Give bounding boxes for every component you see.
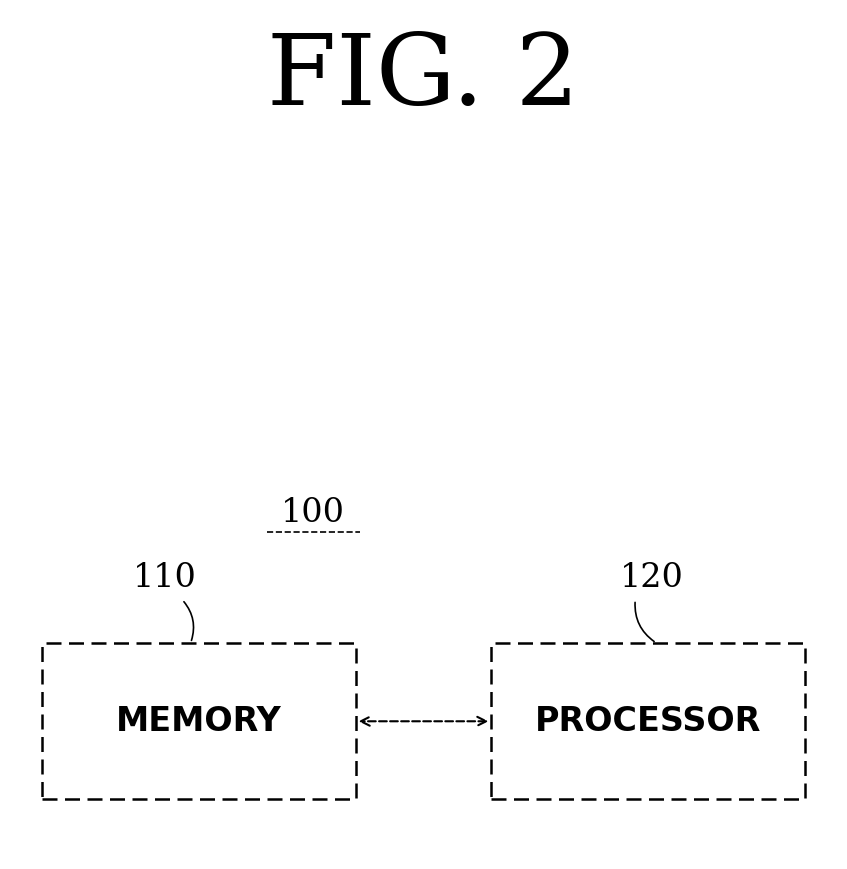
Text: PROCESSOR: PROCESSOR xyxy=(534,705,761,738)
Text: 110: 110 xyxy=(133,562,197,594)
Text: FIG. 2: FIG. 2 xyxy=(268,30,579,126)
Text: 100: 100 xyxy=(281,497,346,528)
Text: MEMORY: MEMORY xyxy=(116,705,282,738)
Bar xyxy=(42,643,356,799)
Bar xyxy=(491,643,805,799)
Text: 120: 120 xyxy=(620,562,684,594)
